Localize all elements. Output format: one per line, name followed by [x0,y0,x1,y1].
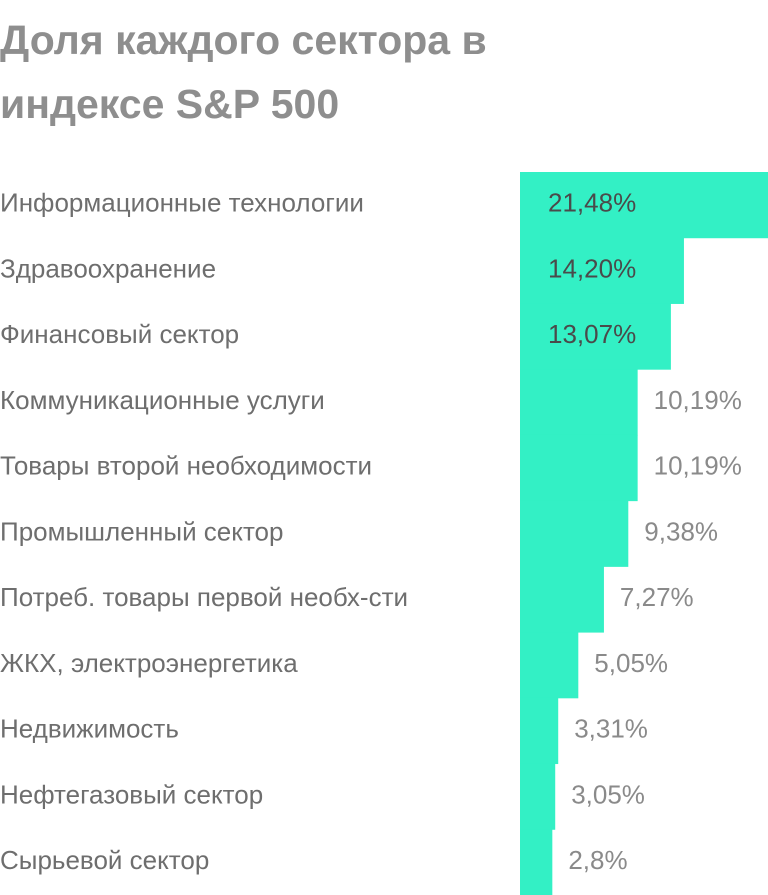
bar [520,369,638,436]
value-label: 3,05% [571,779,645,809]
bar [520,566,604,633]
category-label: Сырьевой сектор [0,845,209,875]
value-label: 10,19% [654,385,742,415]
bar [520,763,556,830]
value-label: 9,38% [644,516,718,546]
value-label: 14,20% [548,253,636,283]
value-label: 7,27% [620,582,694,612]
value-label: 13,07% [548,319,636,349]
bar [520,500,629,567]
value-label: 21,48% [548,188,636,218]
category-label: ЖКХ, электроэнергетика [0,648,298,678]
bar [520,632,579,699]
category-label: Нефтегазовый сектор [0,779,263,809]
category-label: Промышленный сектор [0,516,283,546]
chart-title: Доля каждого сектора в индексе S&P 500 [0,17,487,127]
category-label: Коммуникационные услуги [0,385,325,415]
value-label: 5,05% [594,648,668,678]
category-label: Потреб. товары первой необх-сти [0,582,408,612]
category-label: Финансовый сектор [0,319,239,349]
bar [520,237,684,304]
bar [520,303,671,370]
value-label: 2,8% [568,845,627,875]
bar [520,172,768,239]
category-label: Недвижимость [0,714,179,744]
category-label: Здравоохранение [0,253,216,283]
bar [520,829,553,895]
category-label: Товары второй необходимости [0,451,372,481]
bar [520,697,559,765]
value-label: 3,31% [574,714,648,744]
bar [520,434,638,502]
category-label: Информационные технологии [0,188,364,218]
value-label: 10,19% [654,451,742,481]
